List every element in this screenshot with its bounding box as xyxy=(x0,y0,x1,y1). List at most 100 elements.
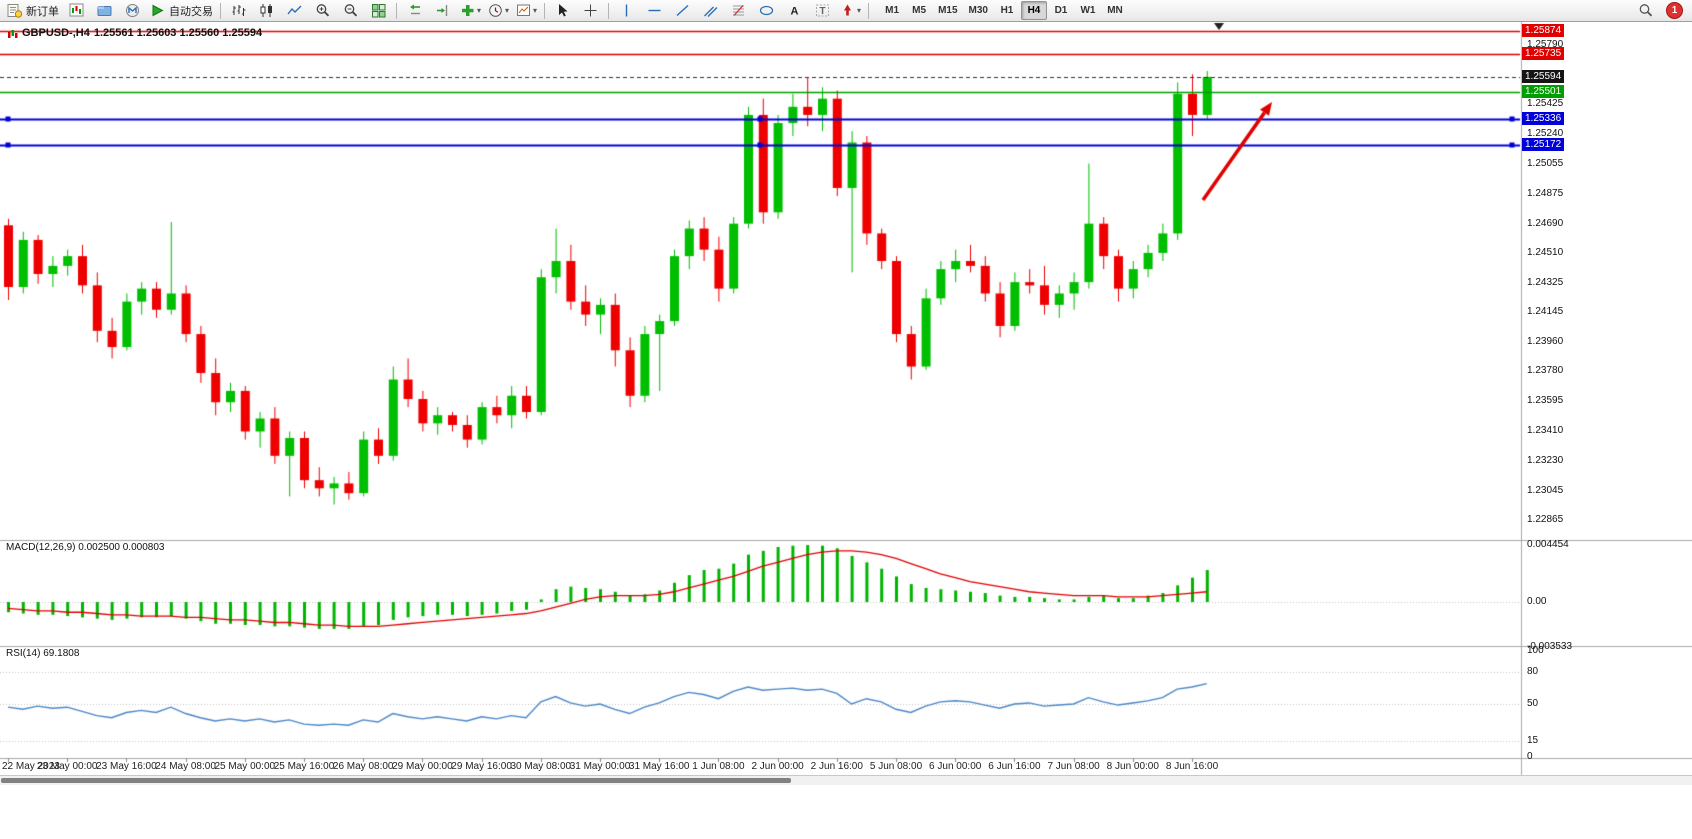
hline-icon xyxy=(647,3,663,18)
time-tick-label: 25 May 16:00 xyxy=(273,761,335,772)
new-order-icon xyxy=(7,3,23,18)
scrollbar-thumb[interactable] xyxy=(1,778,791,783)
timeframe-h4[interactable]: H4 xyxy=(1020,1,1047,20)
shapes-icon xyxy=(759,3,775,18)
fibonacci-icon xyxy=(731,3,747,18)
time-tick-label: 5 Jun 08:00 xyxy=(869,761,923,772)
arrows-button[interactable]: ▾ xyxy=(837,0,864,21)
time-tick-label: 29 May 00:00 xyxy=(392,761,453,772)
toolbar-separator xyxy=(608,2,610,19)
horizontal-line-button[interactable] xyxy=(641,0,668,21)
macd-values: 0.002500 0.000803 xyxy=(78,542,165,553)
auto-scroll-icon xyxy=(407,3,423,18)
time-tick-label: 7 Jun 08:00 xyxy=(1047,761,1100,772)
time-tick-label: 8 Jun 16:00 xyxy=(1165,761,1219,772)
community-button[interactable] xyxy=(119,0,146,21)
fibonacci-button[interactable] xyxy=(725,0,752,21)
svg-text:T: T xyxy=(819,6,825,17)
zoom-in-button[interactable] xyxy=(309,0,336,21)
time-tick-label: 6 Jun 16:00 xyxy=(988,761,1041,772)
chart-shift-icon xyxy=(435,3,451,18)
horizontal-scrollbar[interactable] xyxy=(0,775,1692,785)
rsi-tick-label: 50 xyxy=(1527,698,1539,709)
timeframe-mn[interactable]: MN xyxy=(1107,5,1123,16)
toolbar-separator xyxy=(220,2,221,19)
rsi-tick-label: 0 xyxy=(1527,751,1533,762)
crosshair-button[interactable] xyxy=(577,0,604,21)
text-button[interactable]: A xyxy=(781,0,808,21)
macd-label: MACD(12,26,9) 0.002500 0.000803 xyxy=(6,542,164,553)
time-tick-label: 22 May 2023 xyxy=(2,761,60,772)
periods-button[interactable]: ▾ xyxy=(485,0,512,21)
vertical-line-button[interactable] xyxy=(613,0,640,21)
price-line-tag: 1.25336 xyxy=(1522,111,1565,125)
candles-view-button[interactable] xyxy=(253,0,280,21)
timeframe-group: M1 M5 M15 M30 H1 H4 D1 W1 MN xyxy=(879,1,1128,20)
zoom-out-button[interactable] xyxy=(337,0,364,21)
timeframe-m1[interactable]: M1 xyxy=(885,5,900,16)
tile-windows-button[interactable] xyxy=(365,0,392,21)
toolbar-separator xyxy=(868,2,870,19)
bar-chart-icon xyxy=(231,3,247,18)
price-tick-label: 1.24875 xyxy=(1527,187,1564,199)
price-line-tag: 1.25172 xyxy=(1522,138,1565,152)
chart-shift-button[interactable] xyxy=(429,0,456,21)
equidistant-channel-button[interactable] xyxy=(697,0,724,21)
price-tick-label: 1.24145 xyxy=(1527,306,1564,318)
text-label-button[interactable]: T xyxy=(809,0,836,21)
new-chart-button[interactable] xyxy=(63,0,90,21)
auto-scroll-button[interactable] xyxy=(401,0,428,21)
crosshair-icon xyxy=(583,3,599,18)
templates-button[interactable]: ▾ xyxy=(513,0,540,21)
macd-tick-label: -0.003533 xyxy=(1527,641,1573,653)
rsi-label: RSI(14) 69.1808 xyxy=(6,648,79,659)
timeframe-d1[interactable]: D1 xyxy=(1054,5,1068,16)
rsi-tick-label: 80 xyxy=(1527,666,1539,678)
price-tick-label: 1.25425 xyxy=(1527,98,1564,110)
time-tick-label: 30 May 08:00 xyxy=(510,761,572,772)
timeframe-m5[interactable]: M5 xyxy=(912,5,927,16)
rsi-tick-label: 100 xyxy=(1527,645,1544,656)
notification-badge[interactable]: 1 xyxy=(1666,2,1683,19)
time-tick-label: 29 May 16:00 xyxy=(451,761,512,772)
time-tick-label: 23 May 00:00 xyxy=(36,761,98,772)
time-tick-label: 2 Jun 00:00 xyxy=(751,761,804,772)
bars-view-button[interactable] xyxy=(225,0,252,21)
time-tick-label: 26 May 08:00 xyxy=(332,761,394,772)
price-tick-label: 1.25240 xyxy=(1527,128,1564,140)
macd-name: MACD(12,26,9) xyxy=(6,542,76,553)
price-tick-label: 1.23230 xyxy=(1527,454,1564,466)
line-view-button[interactable] xyxy=(281,0,308,21)
timeframe-h1[interactable]: H1 xyxy=(1000,5,1014,16)
time-tick-label: 1 Jun 08:00 xyxy=(692,761,745,772)
cursor-button[interactable] xyxy=(549,0,576,21)
text-icon: A xyxy=(787,3,803,18)
timeframe-m15[interactable]: M15 xyxy=(938,5,958,16)
profiles-icon xyxy=(97,3,113,18)
chart-ohlc-quotes: 1.25561 1.25603 1.25560 1.25594 xyxy=(93,27,263,39)
timeframe-w1[interactable]: W1 xyxy=(1080,5,1096,16)
chart-title: GBPUSD-,H4 1.25561 1.25603 1.25560 1.255… xyxy=(7,27,262,39)
trendline-button[interactable] xyxy=(669,0,696,21)
tile-windows-icon xyxy=(371,3,387,18)
profiles-button[interactable] xyxy=(91,0,118,21)
time-tick-label: 31 May 00:00 xyxy=(569,761,631,772)
cursor-icon xyxy=(555,3,571,18)
price-tick-label: 1.25055 xyxy=(1527,158,1564,170)
new-order-button[interactable]: 新订单 xyxy=(4,0,62,21)
search-button[interactable] xyxy=(1632,0,1659,21)
price-line-tag: 1.25735 xyxy=(1522,47,1565,61)
shapes-button[interactable] xyxy=(753,0,780,21)
price-tick-label: 1.23780 xyxy=(1527,365,1564,377)
time-tick-label: 23 May 16:00 xyxy=(96,761,157,772)
indicators-button[interactable]: ▾ xyxy=(457,0,484,21)
timeframe-m30[interactable]: M30 xyxy=(968,5,988,16)
time-tick-label: 24 May 08:00 xyxy=(155,761,216,772)
time-tick-label: 8 Jun 00:00 xyxy=(1106,761,1159,772)
price-tick-label: 1.24510 xyxy=(1527,246,1564,258)
chevron-down-icon: ▾ xyxy=(533,6,538,15)
price-tick-label: 1.24690 xyxy=(1527,217,1564,229)
auto-trading-button[interactable]: 自动交易 xyxy=(147,0,216,21)
label-icon: T xyxy=(815,3,831,18)
